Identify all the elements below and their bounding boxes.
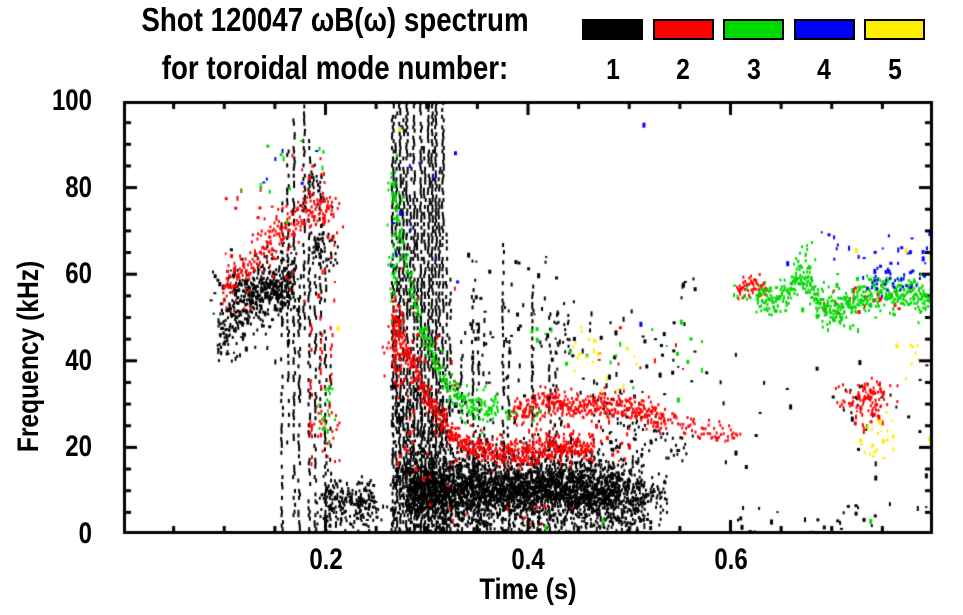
x-axis-label: Time (s) [479,573,577,606]
legend-swatch-mode-1 [582,19,643,40]
y-tick-label: 80 [65,170,92,204]
legend-number-mode-3: 3 [746,54,761,86]
legend-swatch-mode-2 [652,19,714,40]
y-tick-label: 40 [65,343,92,377]
y-axis-label: Frequency (kHz) [12,260,45,453]
x-tick-label: 0.6 [713,543,748,576]
y-tick-label: 100 [51,84,92,117]
x-tick-label: 0.4 [511,543,545,576]
legend-swatch-mode-3 [723,19,784,40]
legend-number-mode-5: 5 [887,54,902,86]
figure-subtitle: for toroidal mode number: [161,49,509,86]
figure-title: Shot 120047 ωB(ω) spectrum [141,1,529,38]
legend-swatch-mode-4 [793,19,855,40]
legend-number-mode-1: 1 [605,54,620,86]
legend-number-mode-2: 2 [676,54,690,86]
legend-number-mode-4: 4 [817,54,831,86]
y-tick-label: 0 [78,517,92,550]
x-tick-label: 0.2 [308,543,343,576]
y-tick-label: 20 [65,430,92,464]
y-tick-label: 60 [65,257,92,291]
legend-swatch-mode-5 [864,19,925,40]
